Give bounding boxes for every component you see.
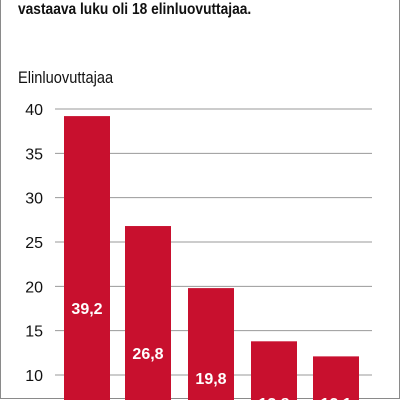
bar-layer bbox=[64, 116, 359, 400]
bar-1 bbox=[64, 116, 110, 400]
bar-4 bbox=[251, 341, 297, 400]
y-tick-layer: 10 15 20 25 30 35 40 bbox=[25, 102, 43, 385]
data-label-layer: 39,2 26,8 19,8 13,8 12,1 bbox=[71, 301, 351, 400]
y-tick-label-25: 25 bbox=[25, 235, 43, 252]
bar-value-label-2: 26,8 bbox=[132, 346, 163, 363]
bar-value-label-1: 39,2 bbox=[71, 301, 102, 318]
intro-text: vastaava luku oli 18 elinluovuttajaa. bbox=[18, 1, 252, 18]
bar-2 bbox=[125, 226, 171, 400]
y-tick-label-35: 35 bbox=[25, 146, 43, 163]
bar-3 bbox=[188, 288, 234, 400]
y-tick-label-30: 30 bbox=[25, 191, 43, 208]
y-tick-label-20: 20 bbox=[25, 279, 43, 296]
bar-value-label-5: 12,1 bbox=[320, 396, 351, 400]
y-axis-label: Elinluovuttajaa bbox=[18, 68, 114, 87]
y-tick-label-10: 10 bbox=[25, 368, 43, 385]
y-tick-label-15: 15 bbox=[25, 324, 43, 341]
bar-value-label-4: 13,8 bbox=[258, 396, 289, 400]
bar-5 bbox=[313, 356, 359, 400]
bar-value-label-3: 19,8 bbox=[195, 371, 226, 388]
y-tick-label-40: 40 bbox=[25, 102, 43, 119]
